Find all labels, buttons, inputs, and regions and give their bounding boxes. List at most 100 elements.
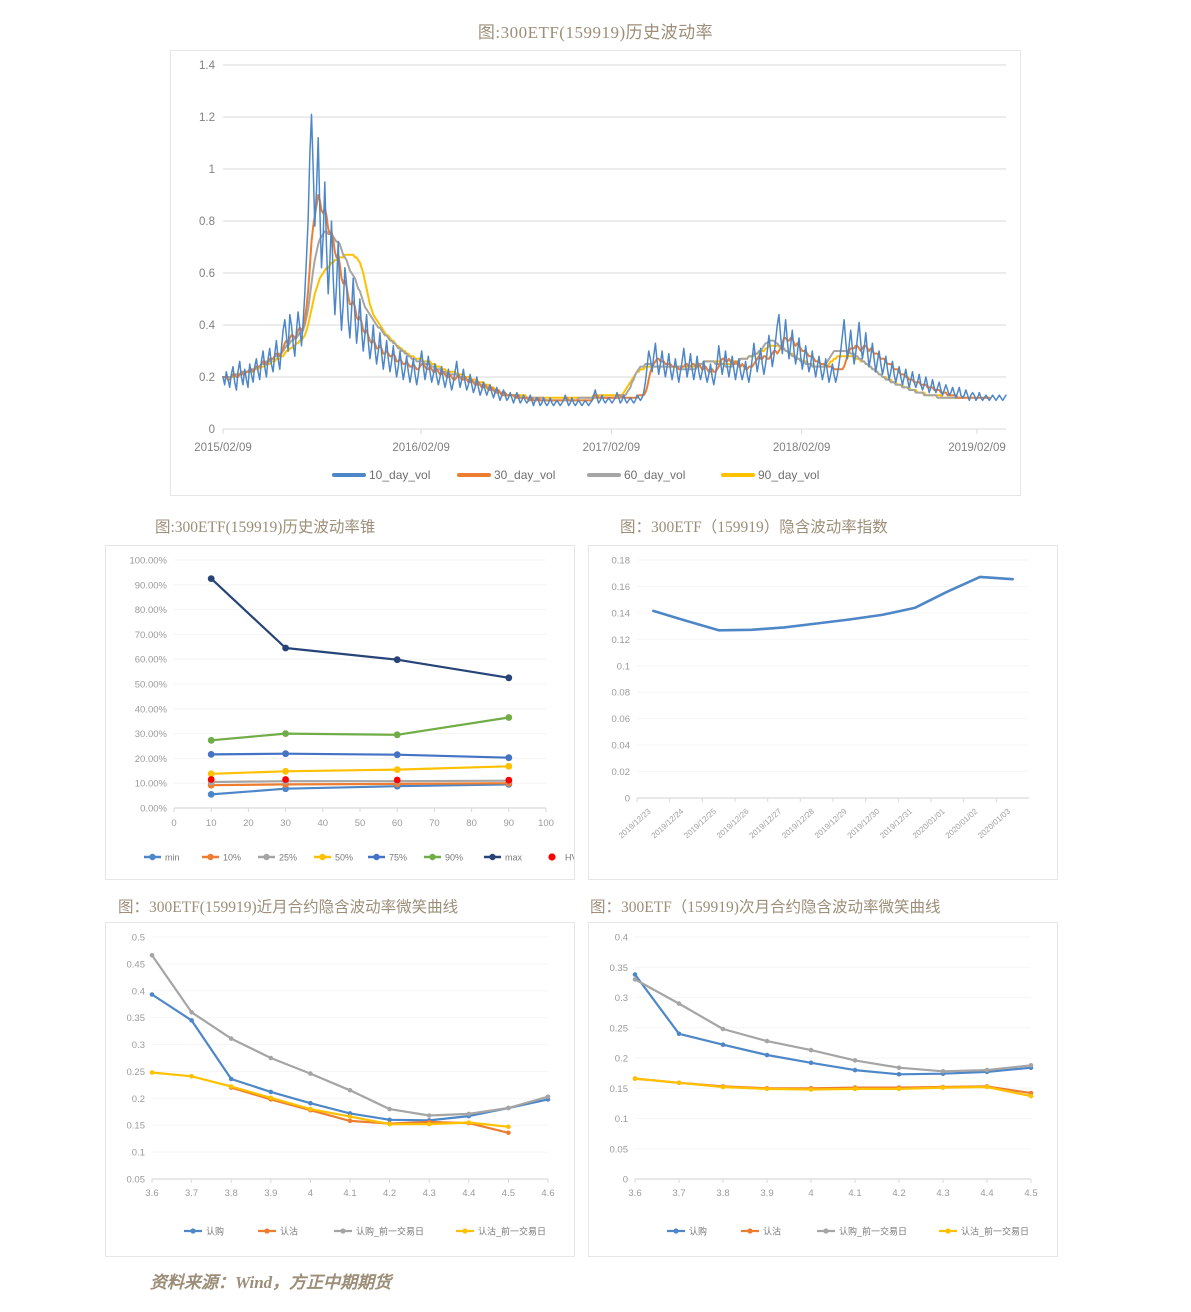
data-point <box>393 766 401 773</box>
hist-vol-legend: 10_day_vol 30_day_vol 60_day_vol 90_day_vol <box>332 468 819 482</box>
axis-tick-label: 3.9 <box>760 1188 773 1199</box>
data-point <box>282 750 289 758</box>
axis-tick-label: 0 <box>209 424 215 436</box>
data-point <box>207 770 215 778</box>
data-point <box>207 575 215 582</box>
legend-label: 认购_前一交易日 <box>839 1226 907 1237</box>
data-point <box>308 1106 313 1112</box>
axis-tick-label: 10.00% <box>135 779 168 790</box>
axis-tick-label: 2020/01/03 <box>976 806 1012 840</box>
legend-label: max <box>505 853 523 863</box>
axis-tick-label: 10 <box>206 818 217 829</box>
data-point <box>387 1121 392 1127</box>
axis-tick-label: 2019/12/30 <box>846 806 882 840</box>
data-point <box>852 1086 858 1092</box>
series-认沽 <box>632 1076 1034 1096</box>
axis-tick-label: 3.7 <box>672 1188 685 1199</box>
data-point <box>852 1058 858 1063</box>
data-point <box>149 992 155 997</box>
series-认购 <box>632 972 1034 1077</box>
legend-label: 认购 <box>206 1226 224 1237</box>
axis-tick-label: 0.08 <box>612 688 631 699</box>
axis-tick-label: 0.15 <box>127 1121 146 1132</box>
data-point <box>268 1055 274 1061</box>
vol-cone-legend: min 10% 25% 50% 75% 90% max HV <box>144 853 574 863</box>
legend-label: 认购_前一交易日 <box>356 1226 424 1237</box>
data-point <box>940 1085 946 1090</box>
axis-tick-label: 0.00% <box>140 804 167 815</box>
data-point <box>896 1065 902 1070</box>
data-point <box>720 1026 726 1032</box>
hist-vol-chart-panel: 0 0.2 0.4 0.6 0.8 1 1.2 1.4 2015/02/09 2016/02/09… <box>170 50 1021 496</box>
data-point <box>720 1042 726 1047</box>
legend-label: 30_day_vol <box>494 468 555 482</box>
hist-vol-chart-canvas: 0 0.2 0.4 0.6 0.8 1 1.2 1.4 2015/02/09 2016/02/09… <box>194 60 1007 482</box>
axis-tick-label: 0.18 <box>612 556 631 567</box>
data-point <box>676 1031 682 1037</box>
axis-tick-label: 50.00% <box>135 680 168 691</box>
data-point <box>896 1072 902 1077</box>
legend-label: 90% <box>445 853 463 863</box>
axis-tick-label: 1 <box>209 164 215 176</box>
axis-tick-label: 3.7 <box>185 1188 198 1199</box>
axis-tick-label: 0.2 <box>615 1054 628 1065</box>
axis-tick-label: 4.6 <box>541 1188 554 1199</box>
data-point <box>347 1114 353 1119</box>
data-point <box>207 776 215 783</box>
data-point <box>632 977 638 982</box>
data-point <box>676 1001 682 1006</box>
data-point <box>393 751 401 759</box>
data-point <box>308 1100 313 1106</box>
axis-tick-label: 2019/12/24 <box>650 806 686 840</box>
legend-label: 60_day_vol <box>624 468 685 482</box>
axis-tick-label: 3.9 <box>264 1188 277 1199</box>
axis-tick-label: 0.15 <box>610 1084 629 1095</box>
series-75% <box>207 750 513 762</box>
legend-swatch <box>548 853 556 861</box>
axis-tick-label: 0.1 <box>617 661 630 672</box>
axis-tick-label: 0.05 <box>127 1175 146 1186</box>
axis-tick-label: 2019/12/29 <box>813 806 849 840</box>
data-point <box>228 1084 234 1089</box>
vol-cone-chart-title: 图:300ETF(159919)历史波动率锥 <box>155 519 376 536</box>
smile-next-chart-title: 图：300ETF（159919)次月合约隐含波动率微笑曲线 <box>590 899 941 916</box>
axis-tick-label: 2019/12/27 <box>748 806 784 840</box>
axis-tick-label: 0 <box>625 794 630 805</box>
axis-tick-label: 0.16 <box>612 582 631 593</box>
axis-tick-label: 0.1 <box>615 1114 628 1125</box>
source-note: 资料来源：Wind，方正中期期货 <box>150 1273 392 1292</box>
axis-tick-label: 3.8 <box>716 1188 729 1199</box>
axis-tick-label: 0.4 <box>132 986 145 997</box>
data-point <box>347 1111 353 1116</box>
data-point <box>393 731 401 739</box>
data-point <box>1028 1063 1034 1068</box>
data-point <box>505 776 513 784</box>
series-50% <box>207 762 513 778</box>
legend-label: 75% <box>389 853 407 863</box>
axis-tick-label: 0.3 <box>615 993 628 1004</box>
data-point <box>393 656 401 664</box>
axis-tick-label: 3.8 <box>225 1188 238 1199</box>
data-point <box>940 1069 946 1074</box>
smile_next-legend: 认购 认沽 认购_前一交易日 认沽_前一交易日 <box>667 1226 1029 1237</box>
axis-tick-label: 0.4 <box>615 933 628 944</box>
data-point <box>282 644 289 652</box>
axis-tick-label: 0 <box>623 1175 628 1186</box>
data-point <box>1028 1093 1034 1099</box>
axis-tick-label: 4.2 <box>383 1188 396 1199</box>
series-认购_前一交易日 <box>149 953 551 1118</box>
data-point <box>808 1087 814 1092</box>
legend-label: 50% <box>335 853 353 863</box>
iv-index-chart-title: 图：300ETF（159919）隐含波动率指数 <box>620 519 888 536</box>
data-point <box>228 1036 234 1041</box>
legend-label: 10% <box>223 853 241 863</box>
axis-tick-label: 4.4 <box>462 1188 475 1199</box>
axis-tick-label: 4 <box>308 1188 313 1199</box>
axis-tick-label: 50 <box>355 818 366 829</box>
data-point <box>896 1086 902 1092</box>
axis-tick-label: 20.00% <box>135 754 168 765</box>
axis-tick-label: 0.35 <box>127 1013 146 1024</box>
axis-tick-label: 2015/02/09 <box>194 442 252 454</box>
axis-tick-label: 0.04 <box>612 741 631 752</box>
axis-tick-label: 0.3 <box>132 1040 145 1051</box>
